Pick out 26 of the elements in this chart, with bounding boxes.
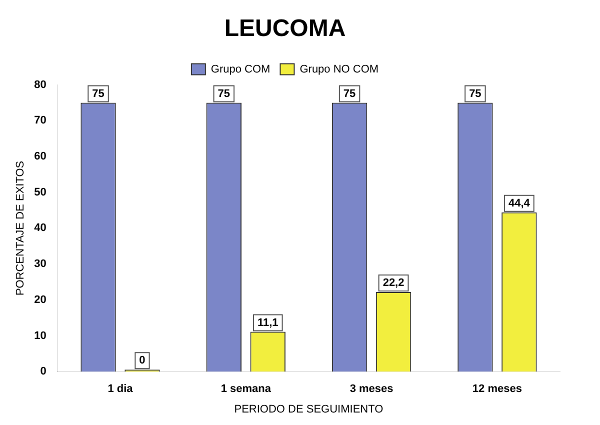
data-label: 75 <box>218 88 230 100</box>
data-label: 75 <box>343 88 356 100</box>
y-tick-label: 20 <box>34 294 46 306</box>
x-tick-label: 1 semana <box>220 383 272 396</box>
x-tick-label: 3 meses <box>350 383 394 396</box>
y-tick-label: 0 <box>40 366 46 378</box>
y-axis-title: PORCENTAJE DE EXITOS <box>14 160 27 296</box>
chart-title: LEUCOMA <box>224 15 346 42</box>
data-label: 44,4 <box>508 197 531 210</box>
legend-label: Grupo NO COM <box>300 63 379 76</box>
data-label: 75 <box>469 88 482 100</box>
y-tick-label: 60 <box>34 150 46 163</box>
y-tick-label: 70 <box>34 114 46 127</box>
legend-label: Grupo COM <box>210 63 270 76</box>
x-axis-title: PERIODO DE SEGUIMIENTO <box>234 403 384 416</box>
x-tick-label: 1 dia <box>108 383 134 396</box>
data-label: 22,2 <box>382 277 404 290</box>
y-tick-label: 50 <box>34 186 46 198</box>
x-tick-label: 12 meses <box>472 383 522 396</box>
y-tick-label: 40 <box>34 222 46 234</box>
y-tick-label: 10 <box>34 330 46 342</box>
y-tick-label: 80 <box>34 78 46 91</box>
data-label: 11,1 <box>257 316 278 329</box>
data-label: 75 <box>92 88 104 100</box>
y-tick-label: 30 <box>34 258 46 270</box>
data-label: 0 <box>139 354 146 367</box>
